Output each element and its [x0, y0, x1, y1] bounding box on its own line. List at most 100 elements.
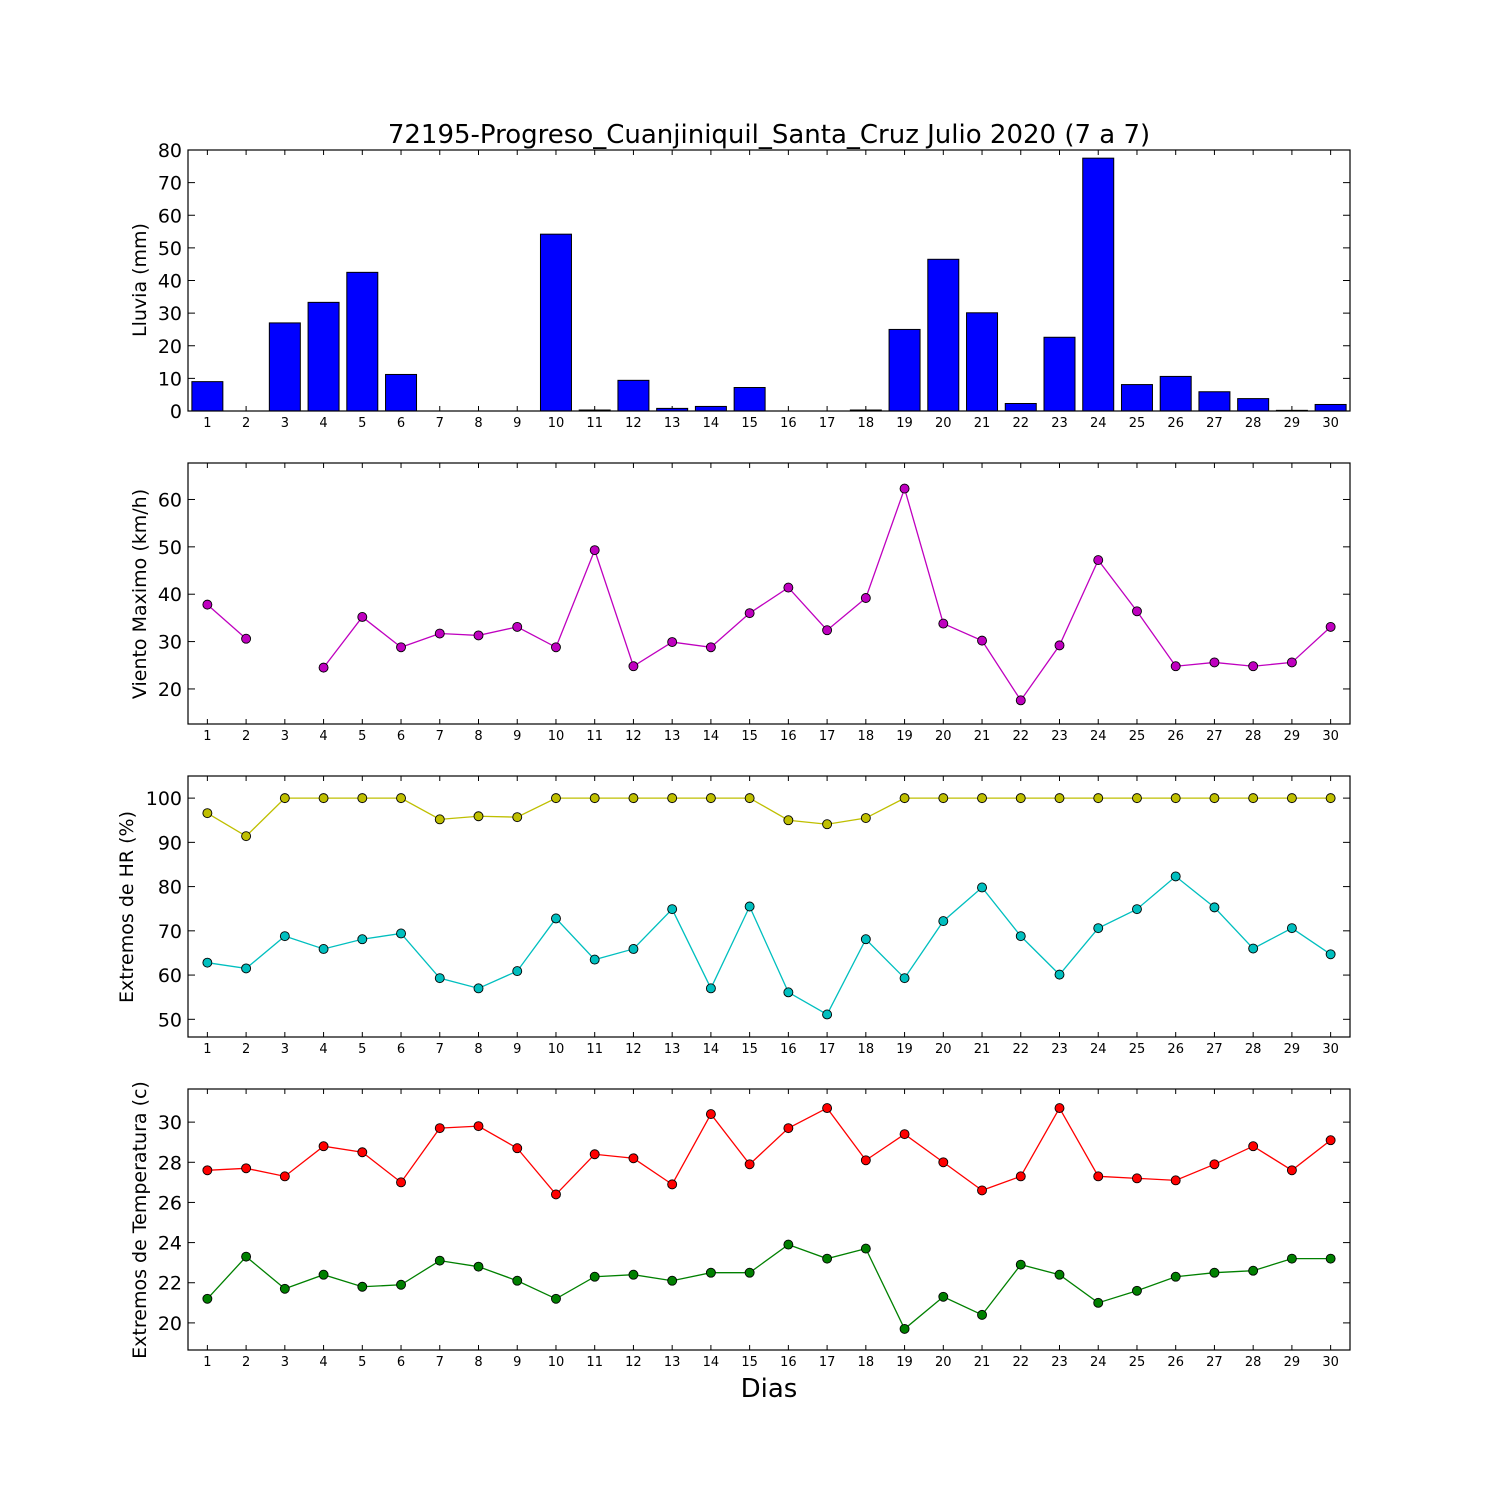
xtick-label: 12 — [625, 416, 642, 431]
xtick-label: 8 — [474, 729, 482, 744]
xtick-label: 9 — [513, 1355, 521, 1370]
xtick-label: 24 — [1090, 729, 1107, 744]
series-point — [1209, 1267, 1220, 1278]
series-line — [207, 797, 1331, 837]
series-point — [822, 1253, 833, 1264]
series-point — [318, 793, 329, 804]
xtick-label: 10 — [548, 416, 565, 431]
xtick-label: 22 — [1012, 1355, 1029, 1370]
series-point — [822, 1103, 833, 1114]
xtick-label: 6 — [397, 729, 405, 744]
xtick-label: 17 — [819, 1042, 836, 1057]
xtick-label: 30 — [1322, 729, 1339, 744]
xtick-label: 21 — [974, 1042, 991, 1057]
xtick-label: 16 — [780, 1355, 797, 1370]
xtick-label: 26 — [1167, 729, 1184, 744]
xtick-label: 6 — [397, 1042, 405, 1057]
xtick-label: 22 — [1012, 1042, 1029, 1057]
xtick-label: 27 — [1206, 1355, 1223, 1370]
series-point — [396, 928, 406, 939]
series-point — [667, 1179, 678, 1190]
xtick-label: 3 — [281, 1355, 289, 1370]
series-point — [1015, 695, 1026, 706]
xtick-label: 19 — [896, 1355, 913, 1370]
xtick-label: 25 — [1129, 729, 1146, 744]
xtick-label: 22 — [1012, 416, 1029, 431]
ytick-label: 50 — [158, 238, 182, 260]
xtick-label: 24 — [1090, 1355, 1107, 1370]
series-point — [279, 931, 290, 942]
xtick-label: 28 — [1245, 1042, 1262, 1057]
series-point — [628, 944, 639, 954]
xtick-label: 17 — [819, 729, 836, 744]
series-point — [357, 611, 368, 622]
xtick-label: 13 — [664, 1355, 681, 1370]
xtick-label: 20 — [935, 416, 952, 431]
rain-bar — [1237, 398, 1270, 412]
xtick-label: 1 — [203, 1042, 211, 1057]
xtick-label: 19 — [896, 1042, 913, 1057]
series-point — [977, 882, 987, 893]
xtick-label: 3 — [281, 729, 289, 744]
xtick-label: 19 — [896, 416, 913, 431]
ytick-label: 20 — [158, 336, 182, 358]
xtick-label: 27 — [1206, 1042, 1223, 1057]
series-point — [1170, 661, 1181, 672]
rain-bar — [1159, 375, 1192, 412]
series-point — [1093, 1171, 1104, 1182]
series-point — [667, 1275, 678, 1286]
series-point — [318, 1141, 329, 1152]
xtick-label: 11 — [586, 1042, 603, 1057]
xtick-label: 15 — [741, 1042, 758, 1057]
xtick-label: 21 — [974, 1355, 991, 1370]
xtick-label: 29 — [1284, 1042, 1301, 1057]
series-point — [822, 1009, 833, 1020]
xtick-label: 25 — [1129, 1042, 1146, 1057]
series-point — [396, 1177, 406, 1188]
rain-bar — [346, 271, 379, 412]
xtick-label: 18 — [858, 729, 875, 744]
series-point — [1093, 923, 1104, 934]
xtick-label: 1 — [203, 729, 211, 744]
xtick-label: 12 — [625, 1042, 642, 1057]
series-point — [589, 954, 600, 965]
xtick-label: 14 — [703, 729, 720, 744]
series-point — [667, 637, 678, 648]
xtick-label: 24 — [1090, 1042, 1107, 1057]
xtick-label: 12 — [625, 729, 642, 744]
xtick-label: 13 — [664, 729, 681, 744]
rain-bar — [1120, 384, 1153, 412]
series-point — [1248, 1265, 1259, 1276]
series-point — [434, 628, 445, 639]
series-point — [783, 987, 794, 998]
xtick-label: 10 — [548, 729, 565, 744]
series-point — [473, 983, 484, 994]
xtick-label: 12 — [625, 1355, 642, 1370]
series-point — [241, 1251, 252, 1262]
series-point — [1248, 1141, 1259, 1152]
series-point — [1286, 1165, 1297, 1176]
xtick-label: 25 — [1129, 416, 1146, 431]
ytick-label: 30 — [158, 303, 182, 325]
series-point — [705, 642, 716, 653]
series-point — [589, 1271, 600, 1282]
series-point — [744, 793, 755, 804]
series-point — [1209, 793, 1220, 804]
series-point — [357, 793, 368, 804]
rain-bar — [966, 312, 999, 412]
series-point — [705, 1267, 716, 1278]
series-point — [551, 1293, 561, 1304]
series-point — [202, 1293, 213, 1304]
xtick-label: 5 — [358, 1355, 366, 1370]
series-point — [783, 815, 794, 826]
xtick-label: 4 — [319, 416, 327, 431]
series-point — [1170, 1271, 1181, 1282]
series-point — [279, 793, 290, 804]
rain-bar — [307, 301, 340, 412]
series-point — [938, 618, 949, 629]
ytick-label: 50 — [158, 1009, 182, 1031]
xtick-label: 23 — [1051, 1042, 1068, 1057]
series-point — [744, 1159, 755, 1170]
series-point — [705, 793, 716, 804]
